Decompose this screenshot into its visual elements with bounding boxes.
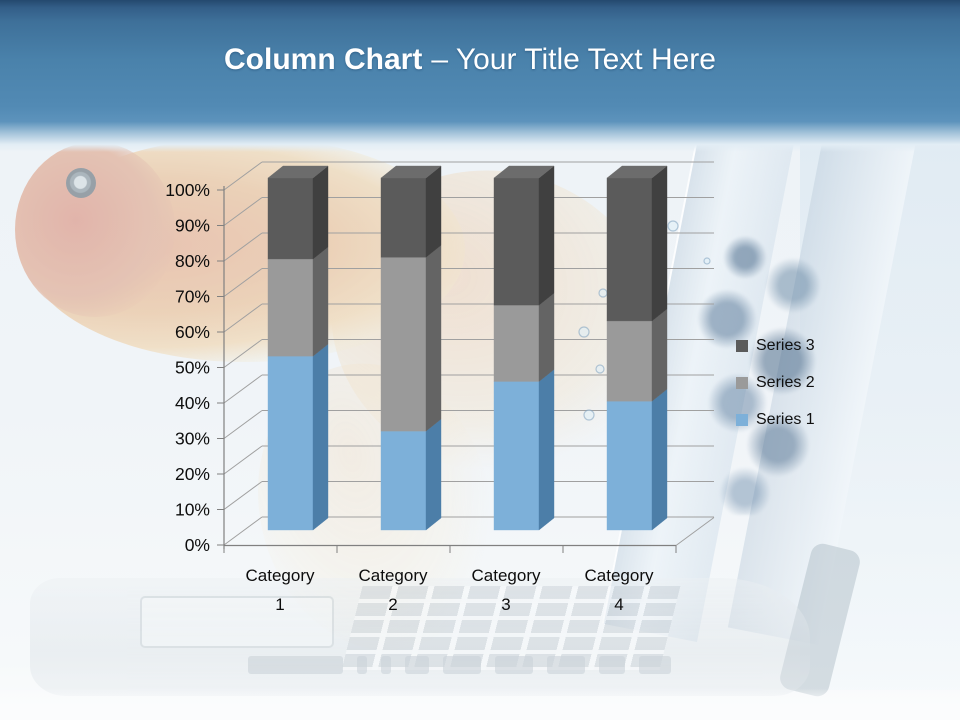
column-segment-side (538, 369, 555, 531)
column-top-face (493, 165, 555, 179)
column-segment-side (312, 165, 329, 260)
page-title: Column Chart – Your Title Text Here (0, 38, 940, 82)
column-segment-side (651, 165, 668, 322)
goldfish-eye (66, 168, 96, 198)
laptop-port (381, 656, 391, 674)
category-label: Category 3 (472, 566, 541, 614)
column-segment-side (425, 165, 442, 258)
bubble-decoration (667, 220, 679, 232)
bottom-fade-overlay (0, 688, 960, 720)
laptop-ports (248, 654, 778, 676)
column-segment-side (651, 308, 668, 402)
bubble-decoration (598, 288, 608, 298)
y-tick-label: 10% (175, 500, 210, 520)
gridline-depth (223, 445, 263, 475)
gridline-depth (223, 197, 263, 226)
stacked-column-chart: 0% 10% 20% 30% 40% 50% 60% 70% 80% 90% 100% Categor… (165, 161, 715, 614)
legend-item: Series 2 (736, 364, 815, 401)
y-tick-label: 60% (175, 322, 210, 342)
category-label: Category 4 (585, 566, 654, 614)
laptop-port (357, 656, 367, 674)
column-segment-front (267, 177, 314, 260)
column-segment-side (538, 292, 555, 382)
column-segment-front (267, 258, 314, 357)
bubble-decoration (578, 326, 590, 338)
laptop-port (443, 656, 481, 674)
bubble-decoration (703, 257, 711, 265)
gridline-depth (223, 339, 263, 368)
legend-label: Series 1 (756, 410, 815, 428)
column-segment-front (380, 177, 427, 258)
gridline-depth (223, 268, 263, 297)
laptop-port (547, 656, 585, 674)
laptop-port (248, 656, 343, 674)
column-top-face (606, 165, 668, 179)
y-tick-label: 30% (175, 429, 210, 449)
legend-item: Series 3 (736, 327, 815, 364)
column-top-face (380, 165, 442, 179)
column-segment-front (606, 400, 653, 531)
bubble-decoration (595, 364, 605, 374)
column-segment-front (267, 355, 314, 531)
bubble-decoration (583, 409, 595, 421)
gridline-depth (223, 161, 263, 191)
legend-swatch (736, 376, 748, 389)
column-segment-front (493, 177, 540, 306)
laptop-trackpad (140, 596, 334, 648)
legend-item: Series 1 (736, 401, 815, 438)
slide-header: Column Chart – Your Title Text Here (0, 0, 960, 152)
y-tick-label: 0% (185, 535, 210, 555)
y-tick-label: 90% (175, 216, 210, 236)
gridline-depth (223, 516, 263, 546)
title-light-text: – Your Title Text Here (431, 43, 716, 76)
legend-swatch (736, 413, 748, 426)
legend-label: Series 2 (756, 373, 815, 391)
laptop-port (405, 656, 429, 674)
legend-label: Series 3 (756, 336, 815, 354)
column-segment-front (493, 304, 540, 382)
column-segment-front (380, 430, 427, 531)
laptop-port (495, 656, 533, 674)
gridline-depth (223, 232, 263, 262)
y-tick-label: 70% (175, 287, 210, 307)
y-tick-label: 40% (175, 393, 210, 413)
column-segment-side (651, 388, 668, 531)
y-tick-label: 80% (175, 251, 210, 271)
chart-legend: Series 3 Series 2 Series 1 (736, 327, 815, 438)
laptop-image (30, 578, 810, 696)
category-label: Category 1 (246, 566, 315, 614)
column-segment-side (538, 165, 555, 306)
goldfish-head (15, 142, 175, 317)
laptop-port (639, 656, 671, 674)
category-label: Category 2 (359, 566, 428, 614)
title-bold-text: Column Chart (224, 43, 423, 76)
column-segment-side (312, 246, 329, 357)
column-segment-side (425, 418, 442, 531)
floor-right-edge (675, 517, 715, 546)
gridline-depth (223, 410, 263, 439)
column-segment-side (312, 343, 329, 531)
y-tick-label: 20% (175, 464, 210, 484)
y-tick-label: 100% (165, 180, 210, 200)
column-segment-front (380, 256, 427, 432)
column-top-face (267, 165, 329, 179)
column-segment-side (425, 244, 442, 432)
legend-swatch (736, 339, 748, 352)
column-segment-front (606, 177, 653, 322)
gridline-depth (223, 481, 263, 510)
laptop-port (599, 656, 625, 674)
y-tick-label: 50% (175, 358, 210, 378)
gridline-depth (223, 374, 263, 404)
column-segment-front (493, 381, 540, 531)
column-segment-front (606, 320, 653, 402)
gridline-depth (223, 303, 263, 333)
